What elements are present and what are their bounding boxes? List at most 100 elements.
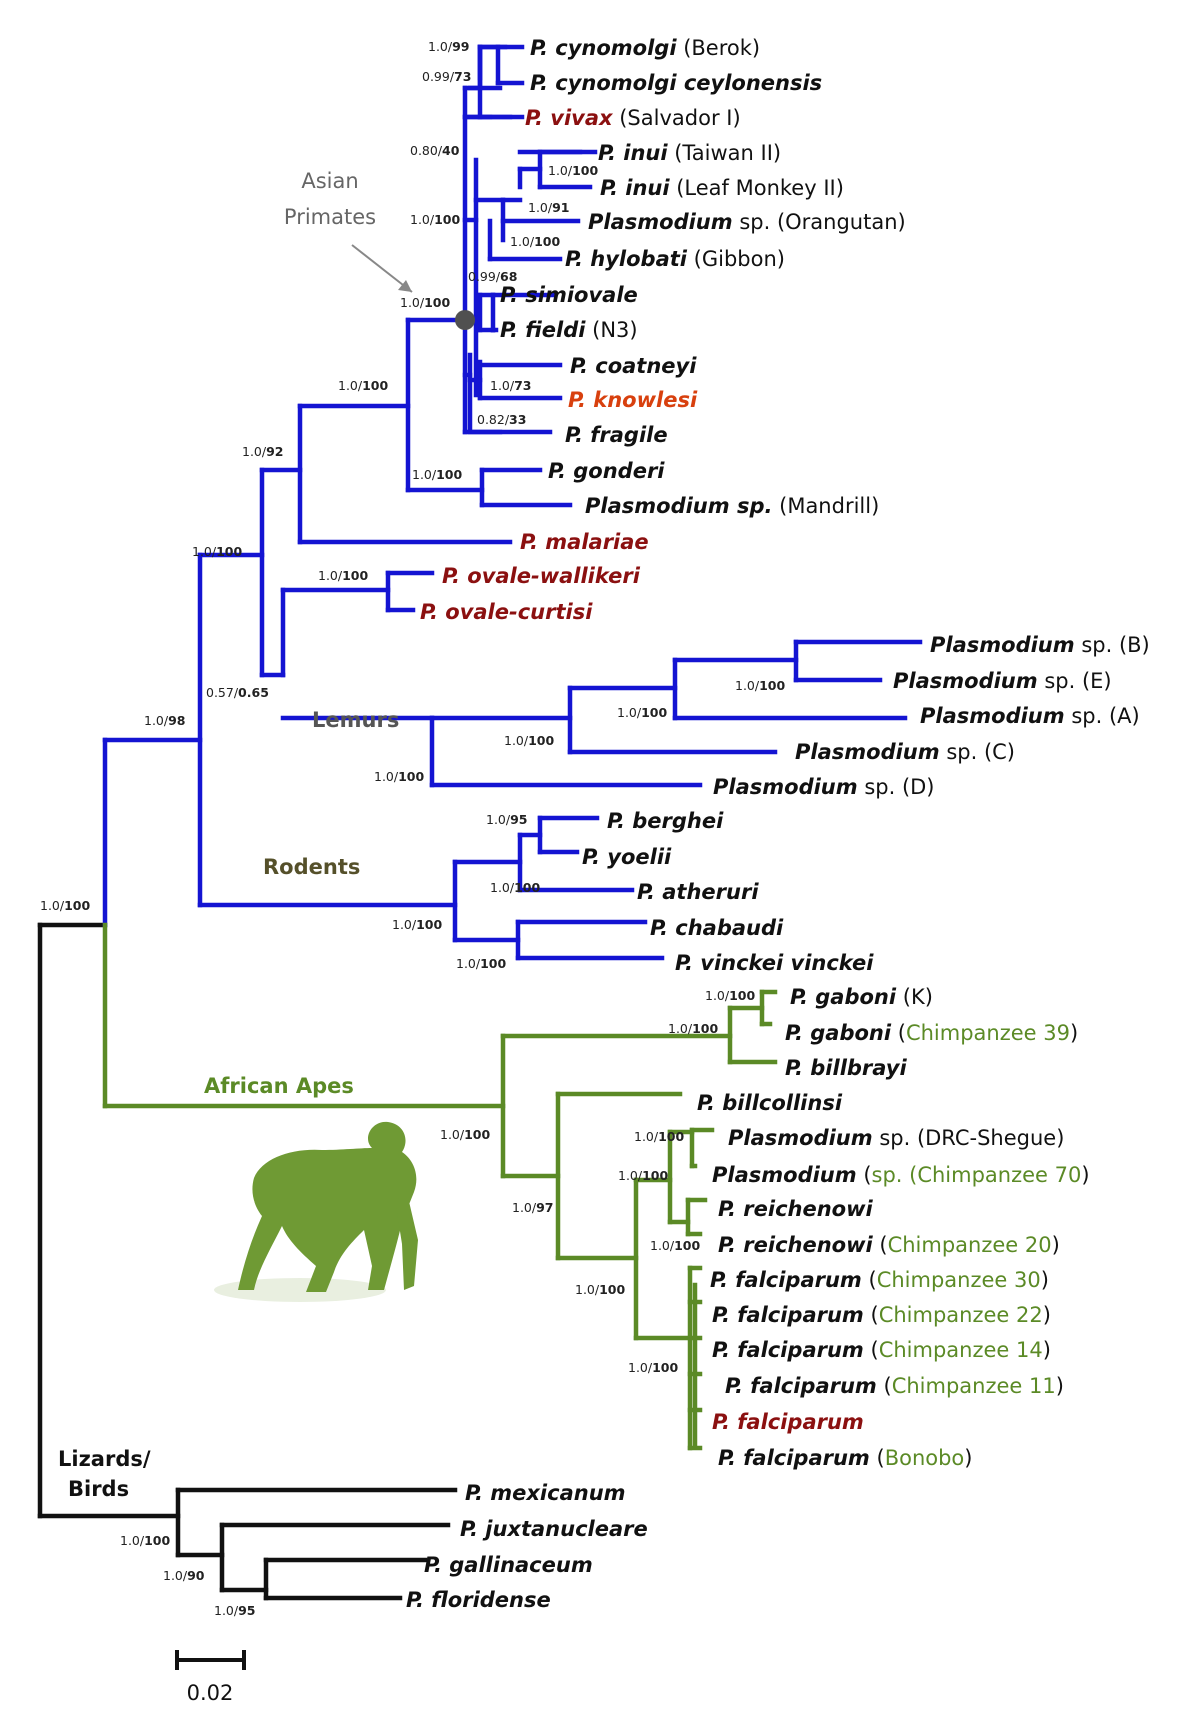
support-value-s24: 1.0/100 xyxy=(490,880,540,895)
support-value-s31: 1.0/100 xyxy=(618,1168,668,1183)
support-value-s4: 1.0/100 xyxy=(410,212,460,227)
support-value-s9: 1.0/73 xyxy=(490,378,532,393)
support-value-s3: 0.80/40 xyxy=(410,143,460,158)
taxon-t4: P. inui (Taiwan II) xyxy=(598,141,781,165)
group-label-rodents: Rodents xyxy=(263,855,360,879)
support-value-s7: 0.99/68 xyxy=(468,269,517,284)
taxon-t45: P. floridense xyxy=(406,1588,551,1612)
asian-primates-node-marker xyxy=(455,310,475,330)
taxon-t6: Plasmodium sp. (Orangutan) xyxy=(588,210,906,234)
support-value-s14: 1.0/92 xyxy=(242,444,284,459)
taxon-t15: P. malariae xyxy=(520,530,649,554)
support-value-s22: 1.0/98 xyxy=(144,713,186,728)
support-value-s29: 1.0/100 xyxy=(440,1127,490,1142)
asian-primates-arrowhead xyxy=(398,280,412,292)
taxon-t13: P. gonderi xyxy=(548,459,665,483)
asian-primates-arrow xyxy=(351,244,413,293)
support-value-s10: 0.82/33 xyxy=(477,412,526,427)
taxon-t29: P. gaboni (Chimpanzee 39) xyxy=(785,1021,1078,1045)
support-value-s19: 1.0/100 xyxy=(617,705,667,720)
taxon-t5: P. inui (Leaf Monkey II) xyxy=(600,176,844,200)
support-value-s17: 0.57/0.65 xyxy=(206,685,269,700)
taxon-labels: P. cynomolgi (Berok) P. cynomolgi ceylone… xyxy=(406,36,1150,1612)
taxon-t18: Plasmodium sp. (B) xyxy=(930,633,1150,657)
support-value-s33: 1.0/100 xyxy=(575,1282,625,1297)
taxon-t39: P. falciparum (Chimpanzee 11) xyxy=(725,1374,1064,1398)
support-value-s38: 1.0/90 xyxy=(163,1568,205,1583)
taxon-t31: P. billcollinsi xyxy=(697,1091,843,1115)
support-value-s34: 1.0/97 xyxy=(512,1200,554,1215)
support-value-s32: 1.0/100 xyxy=(650,1238,700,1253)
support-value-s23: 1.0/95 xyxy=(486,812,528,827)
support-value-s6: 1.0/100 xyxy=(548,163,598,178)
taxon-t9: P. fieldi (N3) xyxy=(500,318,638,342)
taxon-t28: P. gaboni (K) xyxy=(790,985,933,1009)
group-label-lizards-birds: Lizards/Birds xyxy=(58,1447,151,1501)
support-value-s18: 1.0/100 xyxy=(735,678,785,693)
taxon-t32: Plasmodium sp. (DRC-Shegue) xyxy=(728,1126,1064,1150)
taxon-t25: P. atheruri xyxy=(637,880,759,904)
group-label-lemurs: Lemurs xyxy=(312,708,399,732)
taxon-t37: P. falciparum (Chimpanzee 22) xyxy=(712,1303,1051,1327)
group-label-asian-primates: Asian Primates xyxy=(284,169,376,229)
group-label-african-apes: African Apes xyxy=(204,1074,354,1098)
support-value-s37: 1.0/100 xyxy=(120,1533,170,1548)
taxon-t24: P. yoelii xyxy=(582,845,672,869)
taxon-t36: P. falciparum (Chimpanzee 30) xyxy=(710,1268,1049,1292)
scale-bar-label: 0.02 xyxy=(187,1681,234,1705)
chimpanzee-silhouette-icon xyxy=(214,1121,418,1302)
taxon-t8: P. simiovale xyxy=(500,283,638,307)
taxon-t1: P. cynomolgi (Berok) xyxy=(530,36,760,60)
taxon-t3: P. vivax (Salvador I) xyxy=(525,106,741,130)
support-value-s1: 1.0/99 xyxy=(428,39,470,54)
taxon-t42: P. mexicanum xyxy=(465,1481,626,1505)
support-value-s25: 1.0/100 xyxy=(392,917,442,932)
support-value-s20: 1.0/100 xyxy=(504,733,554,748)
taxon-t19: Plasmodium sp. (E) xyxy=(893,669,1112,693)
taxon-t2: P. cynomolgi ceylonensis xyxy=(530,71,822,95)
support-values: 1.0/99 0.99/73 0.80/40 1.0/100 1.0/91 1.0/100… xyxy=(40,39,785,1618)
taxon-t14: Plasmodium sp. (Mandrill) xyxy=(585,494,879,518)
taxon-t30: P. billbrayi xyxy=(785,1056,907,1080)
taxon-t23: P. berghei xyxy=(607,809,724,833)
taxon-t11: P. knowlesi xyxy=(568,388,698,412)
scale-bar: 0.02 xyxy=(175,1650,246,1705)
support-value-s13: 1.0/100 xyxy=(338,378,388,393)
asian-primates-node xyxy=(455,310,475,330)
support-value-s16: 1.0/100 xyxy=(318,568,368,583)
support-value-s8: 1.0/100 xyxy=(510,234,560,249)
taxon-t26: P. chabaudi xyxy=(650,916,784,940)
taxon-t44: P. gallinaceum xyxy=(424,1553,593,1577)
support-value-s35: 1.0/100 xyxy=(628,1360,678,1375)
taxon-t40: P. falciparum xyxy=(712,1410,864,1434)
taxon-t27: P. vinckei vinckei xyxy=(675,951,874,975)
support-value-s11: 1.0/100 xyxy=(400,295,450,310)
taxon-t38: P. falciparum (Chimpanzee 14) xyxy=(712,1338,1051,1362)
taxon-t17: P. ovale-curtisi xyxy=(420,600,593,624)
taxon-t43: P. juxtanucleare xyxy=(460,1517,648,1541)
support-value-s26: 1.0/100 xyxy=(456,956,506,971)
support-value-s5: 1.0/91 xyxy=(528,200,570,215)
taxon-t33: Plasmodium (sp. (Chimpanzee 70) xyxy=(712,1163,1090,1187)
taxon-t7: P. hylobati (Gibbon) xyxy=(565,247,785,271)
taxon-t12: P. fragile xyxy=(565,423,668,447)
support-value-s2: 0.99/73 xyxy=(422,69,471,84)
support-value-s30: 1.0/100 xyxy=(634,1129,684,1144)
taxon-t10: P. coatneyi xyxy=(570,354,697,378)
support-value-s39: 1.0/95 xyxy=(214,1603,256,1618)
support-value-s15: 1.0/100 xyxy=(192,544,242,559)
taxon-t35: P. reichenowi (Chimpanzee 20) xyxy=(718,1233,1060,1257)
support-value-s21: 1.0/100 xyxy=(374,769,424,784)
taxon-t16: P. ovale-wallikeri xyxy=(442,564,641,588)
tree-branches xyxy=(37,44,923,1601)
support-value-s36: 1.0/100 xyxy=(40,898,90,913)
support-value-s27: 1.0/100 xyxy=(705,988,755,1003)
taxon-t20: Plasmodium sp. (A) xyxy=(920,704,1140,728)
taxon-t22: Plasmodium sp. (D) xyxy=(713,775,935,799)
support-value-s12: 1.0/100 xyxy=(412,467,462,482)
taxon-t41: P. falciparum (Bonobo) xyxy=(718,1446,972,1470)
support-value-s28: 1.0/100 xyxy=(668,1021,718,1036)
taxon-t21: Plasmodium sp. (C) xyxy=(795,740,1015,764)
taxon-t34: P. reichenowi xyxy=(718,1197,873,1221)
